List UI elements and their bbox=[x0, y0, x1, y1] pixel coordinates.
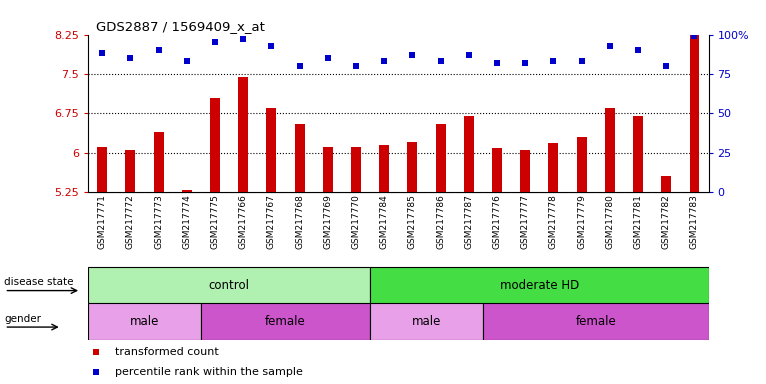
Text: GSM217782: GSM217782 bbox=[662, 194, 671, 249]
Text: GSM217781: GSM217781 bbox=[633, 194, 643, 249]
Text: GSM217769: GSM217769 bbox=[323, 194, 332, 249]
Point bbox=[90, 349, 102, 355]
Point bbox=[406, 52, 418, 58]
Bar bbox=[379, 145, 389, 192]
Text: GSM217787: GSM217787 bbox=[464, 194, 473, 249]
Bar bbox=[464, 116, 473, 192]
Text: GDS2887 / 1569409_x_at: GDS2887 / 1569409_x_at bbox=[96, 20, 264, 33]
Text: GSM217785: GSM217785 bbox=[408, 194, 417, 249]
Text: GSM217772: GSM217772 bbox=[126, 194, 135, 249]
Text: disease state: disease state bbox=[5, 277, 74, 287]
Bar bbox=[182, 190, 192, 192]
Point bbox=[322, 55, 334, 61]
Text: control: control bbox=[208, 279, 250, 291]
Text: GSM217778: GSM217778 bbox=[549, 194, 558, 249]
Bar bbox=[492, 149, 502, 192]
Bar bbox=[267, 108, 277, 192]
Bar bbox=[605, 108, 615, 192]
Text: GSM217776: GSM217776 bbox=[493, 194, 502, 249]
Bar bbox=[408, 142, 417, 192]
Bar bbox=[210, 98, 220, 192]
Text: GSM217773: GSM217773 bbox=[154, 194, 163, 249]
Bar bbox=[577, 137, 587, 192]
Text: GSM217775: GSM217775 bbox=[211, 194, 220, 249]
Text: GSM217767: GSM217767 bbox=[267, 194, 276, 249]
Bar bbox=[295, 124, 305, 192]
Point bbox=[491, 60, 503, 66]
Bar bbox=[351, 147, 361, 192]
Bar bbox=[483, 303, 709, 340]
Point bbox=[152, 47, 165, 53]
Bar bbox=[88, 267, 370, 303]
Text: GSM217779: GSM217779 bbox=[577, 194, 586, 249]
Text: GSM217786: GSM217786 bbox=[436, 194, 445, 249]
Bar bbox=[97, 147, 107, 192]
Point bbox=[265, 43, 277, 49]
Point bbox=[237, 36, 250, 42]
Point bbox=[519, 60, 532, 66]
Bar bbox=[689, 35, 699, 192]
Text: female: female bbox=[265, 315, 306, 328]
Bar bbox=[520, 150, 530, 192]
Point bbox=[124, 55, 136, 61]
Bar bbox=[126, 150, 136, 192]
Text: GSM217771: GSM217771 bbox=[98, 194, 106, 249]
Bar bbox=[201, 303, 370, 340]
Bar bbox=[154, 132, 163, 192]
Point bbox=[632, 47, 644, 53]
Text: male: male bbox=[129, 315, 159, 328]
Text: male: male bbox=[412, 315, 441, 328]
Point bbox=[209, 40, 221, 46]
Bar bbox=[661, 176, 671, 192]
Text: moderate HD: moderate HD bbox=[499, 279, 579, 291]
Text: GSM217783: GSM217783 bbox=[690, 194, 699, 249]
Bar bbox=[370, 267, 709, 303]
Point bbox=[378, 58, 391, 65]
Point bbox=[463, 52, 475, 58]
Bar bbox=[370, 303, 483, 340]
Text: GSM217774: GSM217774 bbox=[182, 194, 192, 249]
Text: female: female bbox=[575, 315, 616, 328]
Point bbox=[689, 33, 701, 39]
Bar bbox=[633, 116, 643, 192]
Text: GSM217766: GSM217766 bbox=[239, 194, 247, 249]
Text: GSM217780: GSM217780 bbox=[605, 194, 614, 249]
Point bbox=[90, 369, 102, 375]
Bar bbox=[323, 147, 332, 192]
Point bbox=[604, 43, 616, 49]
Bar bbox=[238, 76, 248, 192]
Point bbox=[96, 50, 108, 56]
Text: GSM217784: GSM217784 bbox=[380, 194, 388, 249]
Point bbox=[434, 58, 447, 65]
Bar bbox=[88, 303, 201, 340]
Bar bbox=[436, 124, 446, 192]
Point bbox=[350, 63, 362, 69]
Point bbox=[547, 58, 559, 65]
Bar bbox=[548, 143, 558, 192]
Text: transformed count: transformed count bbox=[115, 347, 218, 357]
Text: percentile rank within the sample: percentile rank within the sample bbox=[115, 367, 303, 377]
Text: gender: gender bbox=[5, 314, 41, 324]
Point bbox=[660, 63, 673, 69]
Text: GSM217777: GSM217777 bbox=[521, 194, 530, 249]
Point bbox=[575, 58, 588, 65]
Text: GSM217770: GSM217770 bbox=[352, 194, 361, 249]
Point bbox=[181, 58, 193, 65]
Point bbox=[293, 63, 306, 69]
Text: GSM217768: GSM217768 bbox=[295, 194, 304, 249]
